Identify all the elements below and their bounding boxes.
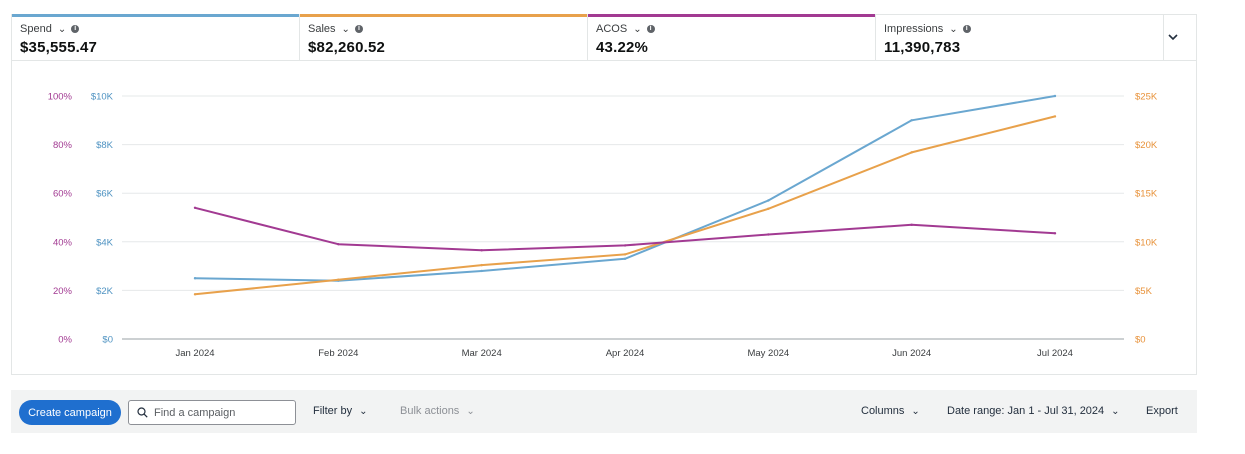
sales-tick-label: $25K bbox=[1135, 92, 1158, 103]
data-point-sales bbox=[337, 278, 340, 281]
data-point-spend bbox=[623, 257, 627, 261]
acos-tick-label: 100% bbox=[48, 92, 73, 103]
search-box[interactable] bbox=[128, 400, 296, 425]
chevron-down-icon[interactable]: ⌄ bbox=[949, 23, 958, 35]
x-tick-label: Mar 2024 bbox=[462, 348, 502, 359]
metric-label: Spend bbox=[20, 23, 52, 35]
data-point-acos bbox=[623, 244, 627, 247]
metric-cards: Spend ⌄ i $35,555.47 Sales ⌄ i $82,260.5… bbox=[12, 14, 1196, 61]
acos-tick-label: 0% bbox=[58, 335, 72, 346]
date-range-dropdown[interactable]: Date range: Jan 1 - Jul 31, 2024 ⌄ bbox=[947, 405, 1120, 417]
search-icon bbox=[137, 407, 148, 418]
performance-chart-panel: Spend ⌄ i $35,555.47 Sales ⌄ i $82,260.5… bbox=[11, 14, 1197, 375]
bulk-actions-dropdown: Bulk actions ⌄ bbox=[400, 405, 475, 417]
export-button[interactable]: Export bbox=[1146, 405, 1178, 417]
metric-color-bar bbox=[300, 14, 587, 17]
metric-color-bar bbox=[12, 14, 299, 17]
create-campaign-button[interactable]: Create campaign bbox=[19, 400, 121, 425]
acos-tick-label: 20% bbox=[53, 286, 73, 297]
spend-tick-label: $6K bbox=[96, 189, 114, 200]
expand-metrics-button[interactable] bbox=[1164, 15, 1196, 61]
metric-value: 11,390,783 bbox=[884, 39, 961, 56]
data-point-acos bbox=[193, 206, 197, 209]
data-point-spend bbox=[1053, 94, 1057, 98]
chevron-down-icon[interactable]: ⌄ bbox=[633, 23, 642, 35]
x-tick-label: Jul 2024 bbox=[1037, 348, 1073, 359]
chevron-down-icon[interactable]: ⌄ bbox=[341, 23, 350, 35]
metric-card-impressions[interactable]: Impressions ⌄ i 11,390,783 bbox=[876, 15, 1164, 61]
sales-tick-label: $0 bbox=[1135, 335, 1146, 346]
info-icon[interactable]: i bbox=[354, 25, 363, 33]
data-point-sales bbox=[193, 293, 197, 296]
x-tick-label: Feb 2024 bbox=[318, 348, 358, 359]
sales-tick-label: $15K bbox=[1135, 189, 1158, 200]
campaign-toolbar: Create campaign Filter by ⌄ Bulk actions… bbox=[11, 390, 1197, 433]
spend-tick-label: $2K bbox=[96, 286, 114, 297]
search-input[interactable] bbox=[154, 406, 289, 419]
x-tick-label: May 2024 bbox=[747, 348, 789, 359]
chevron-down-icon: ⌄ bbox=[359, 405, 368, 417]
series-line-spend bbox=[194, 95, 1056, 282]
data-point-spend bbox=[767, 199, 770, 202]
data-point-spend bbox=[480, 269, 483, 273]
series-line-acos bbox=[194, 206, 1056, 252]
metric-value: 43.22% bbox=[596, 39, 649, 56]
data-point-acos bbox=[1053, 232, 1057, 235]
acos-tick-label: 40% bbox=[53, 237, 73, 248]
chevron-down-icon[interactable]: ⌄ bbox=[57, 23, 67, 35]
spend-tick-label: $8K bbox=[96, 140, 114, 151]
line-chart: 0% 20% 40% 60% 80% 100% $0 $2K $4K $6K $8K $10K $0 $5… bbox=[48, 92, 1158, 360]
metric-color-bar bbox=[588, 14, 875, 17]
data-point-spend bbox=[193, 277, 197, 280]
acos-tick-label: 60% bbox=[53, 189, 73, 200]
metric-card-spend[interactable]: Spend ⌄ i $35,555.47 bbox=[12, 14, 300, 61]
date-range-label: Date range: Jan 1 - Jul 31, 2024 bbox=[947, 405, 1105, 417]
x-tick-label: Jun 2024 bbox=[892, 348, 931, 359]
columns-dropdown[interactable]: Columns ⌄ bbox=[861, 405, 920, 417]
metric-label: Impressions bbox=[884, 23, 944, 35]
data-point-sales bbox=[1053, 115, 1057, 118]
metric-value: $35,555.47 bbox=[20, 39, 98, 56]
x-tick-label: Jan 2024 bbox=[175, 348, 214, 359]
sales-tick-label: $5K bbox=[1135, 286, 1153, 297]
chevron-down-icon bbox=[1168, 34, 1178, 41]
data-point-acos bbox=[337, 243, 340, 246]
info-icon[interactable]: i bbox=[71, 25, 80, 33]
data-point-spend bbox=[910, 119, 913, 122]
spend-tick-label: $0 bbox=[102, 335, 113, 346]
filter-by-dropdown[interactable]: Filter by ⌄ bbox=[313, 405, 368, 417]
info-icon[interactable]: i bbox=[962, 25, 971, 33]
x-tick-label: Apr 2024 bbox=[606, 348, 645, 359]
sales-tick-label: $20K bbox=[1135, 140, 1158, 151]
metric-card-sales[interactable]: Sales ⌄ i $82,260.52 bbox=[300, 14, 588, 61]
spend-tick-label: $10K bbox=[91, 92, 114, 103]
bulk-actions-label: Bulk actions bbox=[400, 405, 460, 417]
data-point-sales bbox=[910, 151, 913, 154]
sales-tick-label: $10K bbox=[1135, 237, 1158, 248]
metric-label: Sales bbox=[308, 23, 336, 35]
data-point-acos bbox=[480, 249, 483, 252]
data-point-acos bbox=[767, 233, 770, 236]
acos-tick-label: 80% bbox=[53, 140, 73, 151]
chevron-down-icon: ⌄ bbox=[466, 405, 475, 417]
filter-by-label: Filter by bbox=[313, 405, 353, 417]
data-point-sales bbox=[767, 207, 770, 210]
metric-label: ACOS bbox=[596, 23, 628, 35]
data-point-acos bbox=[910, 223, 913, 226]
data-point-sales bbox=[480, 263, 483, 267]
chevron-down-icon: ⌄ bbox=[911, 405, 920, 417]
spend-tick-label: $4K bbox=[96, 237, 114, 248]
series-line-sales bbox=[194, 115, 1056, 296]
chevron-down-icon: ⌄ bbox=[1111, 405, 1120, 417]
data-point-sales bbox=[623, 253, 627, 256]
metric-card-acos[interactable]: ACOS ⌄ i 43.22% bbox=[588, 14, 876, 61]
metric-value: $82,260.52 bbox=[308, 39, 386, 56]
info-icon[interactable]: i bbox=[646, 25, 655, 33]
columns-label: Columns bbox=[861, 405, 905, 417]
export-label: Export bbox=[1146, 405, 1178, 417]
